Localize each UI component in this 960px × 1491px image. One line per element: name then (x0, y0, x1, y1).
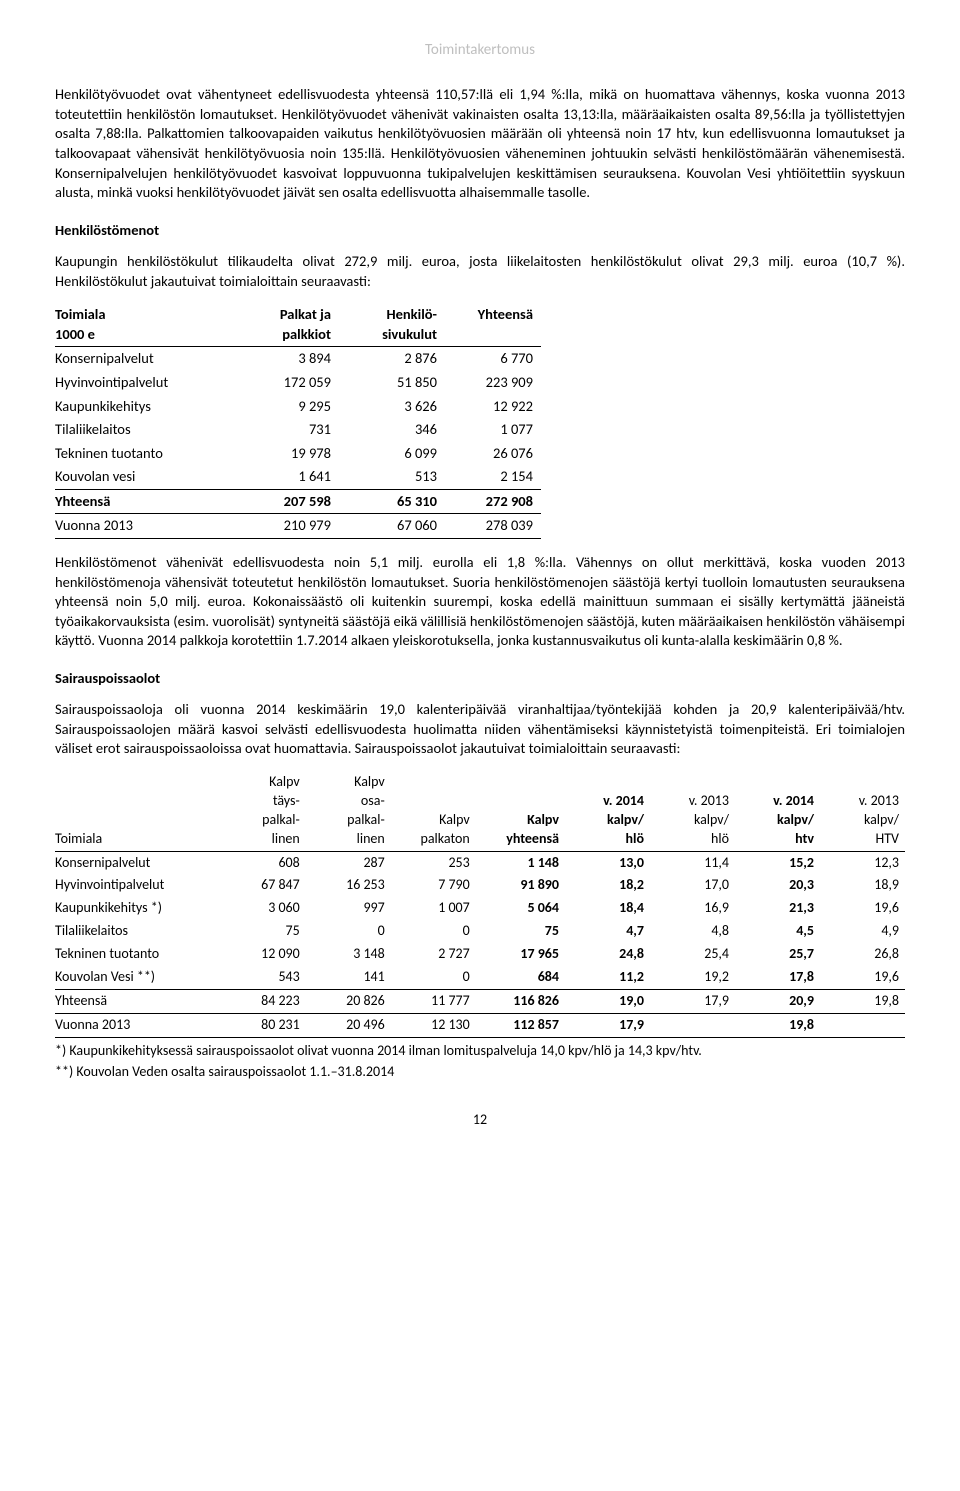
table-row: Kaupunkikehitys9 2953 62612 922 (55, 395, 541, 419)
table-row: Tekninen tuotanto12 0903 1482 72717 9652… (55, 943, 905, 966)
footnote-2: **) Kouvolan Veden osalta sairauspoissao… (55, 1063, 905, 1082)
table-row: Tilaliikelaitos7313461 077 (55, 418, 541, 442)
t1-h1-l2: palkkiot (282, 325, 331, 343)
table-row-prev: Vuonna 2013210 97967 060278 039 (55, 514, 541, 539)
t1-h3-l1: Yhteensä (478, 305, 533, 323)
page-header: Toimintakertomus (55, 40, 905, 60)
table-row-prev: Vuonna 201380 23120 49612 130112 85717,9… (55, 1013, 905, 1037)
table-sairauspoissaolot: Toimiala Kalpvtäys-palkal-linen Kalpvosa… (55, 771, 905, 1038)
table-row-total: Yhteensä84 22320 82611 777116 82619,017,… (55, 989, 905, 1013)
paragraph-1: Henkilötyövuodet ovat vähentyneet edelli… (55, 85, 905, 202)
t1-h0-l2: 1000 e (55, 325, 95, 343)
table-row: Hyvinvointipalvelut67 84716 2537 79091 8… (55, 874, 905, 897)
table-row: Konsernipalvelut3 8942 8766 770 (55, 347, 541, 371)
t1-h0-l1: Toimiala (55, 305, 106, 323)
table-row: Kouvolan Vesi **)543141068411,219,217,81… (55, 966, 905, 989)
paragraph-3: Henkilöstömenot vähenivät edellisvuodest… (55, 553, 905, 651)
heading-henkilostomenot: Henkilöstömenot (55, 221, 905, 241)
t1-h2-l2: sivukulut (382, 325, 437, 343)
t1-h1-l1: Palkat ja (280, 305, 331, 323)
footnote-1: *) Kaupunkikehityksessä sairauspoissaolo… (55, 1042, 905, 1061)
paragraph-4: Sairauspoissaoloja oli vuonna 2014 keski… (55, 700, 905, 759)
table-row: Tekninen tuotanto19 9786 09926 076 (55, 442, 541, 466)
page-number: 12 (55, 1111, 905, 1130)
table-row: Kouvolan vesi1 6415132 154 (55, 465, 541, 489)
table-row: Tilaliikelaitos7500754,74,84,54,9 (55, 920, 905, 943)
table-row: Hyvinvointipalvelut172 05951 850223 909 (55, 371, 541, 395)
t1-h2-l1: Henkilö- (386, 305, 437, 323)
paragraph-2: Kaupungin henkilöstökulut tilikaudelta o… (55, 252, 905, 291)
table-row-total: Yhteensä207 59865 310272 908 (55, 489, 541, 514)
table-row: Konsernipalvelut6082872531 14813,011,415… (55, 851, 905, 874)
heading-sairauspoissaolot: Sairauspoissaolot (55, 669, 905, 689)
table-henkilostokulut: Toimiala 1000 e Palkat ja palkkiot Henkilö… (55, 303, 541, 539)
table-row: Kaupunkikehitys *)3 0609971 0075 06418,4… (55, 897, 905, 920)
